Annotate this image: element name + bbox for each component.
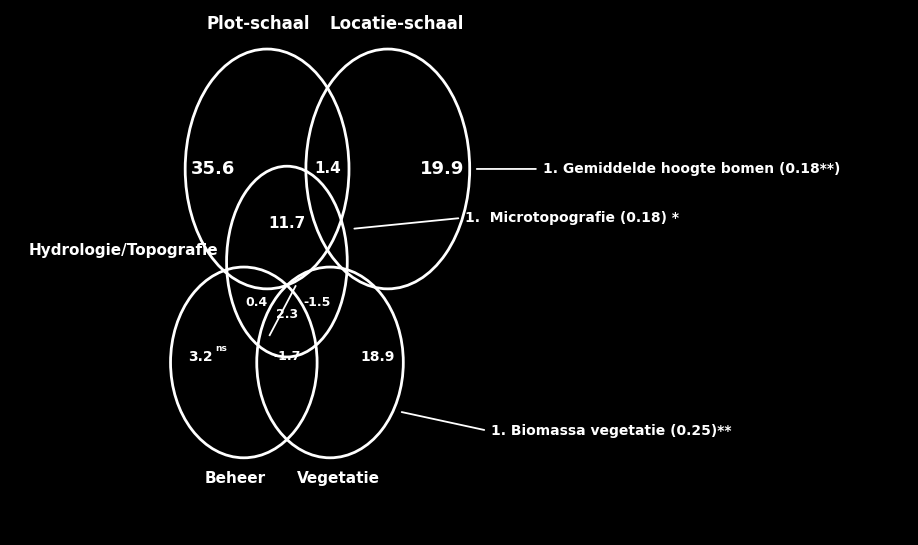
Text: 19.9: 19.9 [420, 160, 465, 178]
Text: 1.  Microtopografie (0.18) *: 1. Microtopografie (0.18) * [465, 211, 679, 225]
Text: Plot-schaal: Plot-schaal [207, 15, 310, 33]
Text: Vegetatie: Vegetatie [297, 471, 380, 487]
Text: 1.4: 1.4 [314, 161, 341, 177]
Text: 1. Gemiddelde hoogte bomen (0.18**): 1. Gemiddelde hoogte bomen (0.18**) [543, 162, 840, 176]
Text: Hydrologie/Topografie: Hydrologie/Topografie [28, 243, 218, 258]
Text: Beheer: Beheer [205, 471, 265, 487]
Text: 35.6: 35.6 [191, 160, 235, 178]
Text: Locatie-schaal: Locatie-schaal [330, 15, 464, 33]
Text: 2.3: 2.3 [276, 308, 298, 321]
Text: ns: ns [216, 344, 228, 353]
Text: -1.5: -1.5 [304, 296, 330, 309]
Text: 11.7: 11.7 [268, 216, 306, 231]
Text: -1.7: -1.7 [274, 350, 300, 364]
Text: 18.9: 18.9 [360, 350, 395, 364]
Text: 1. Biomassa vegetatie (0.25)**: 1. Biomassa vegetatie (0.25)** [491, 423, 732, 438]
Text: 3.2: 3.2 [188, 350, 213, 364]
Text: 0.4: 0.4 [246, 296, 268, 309]
